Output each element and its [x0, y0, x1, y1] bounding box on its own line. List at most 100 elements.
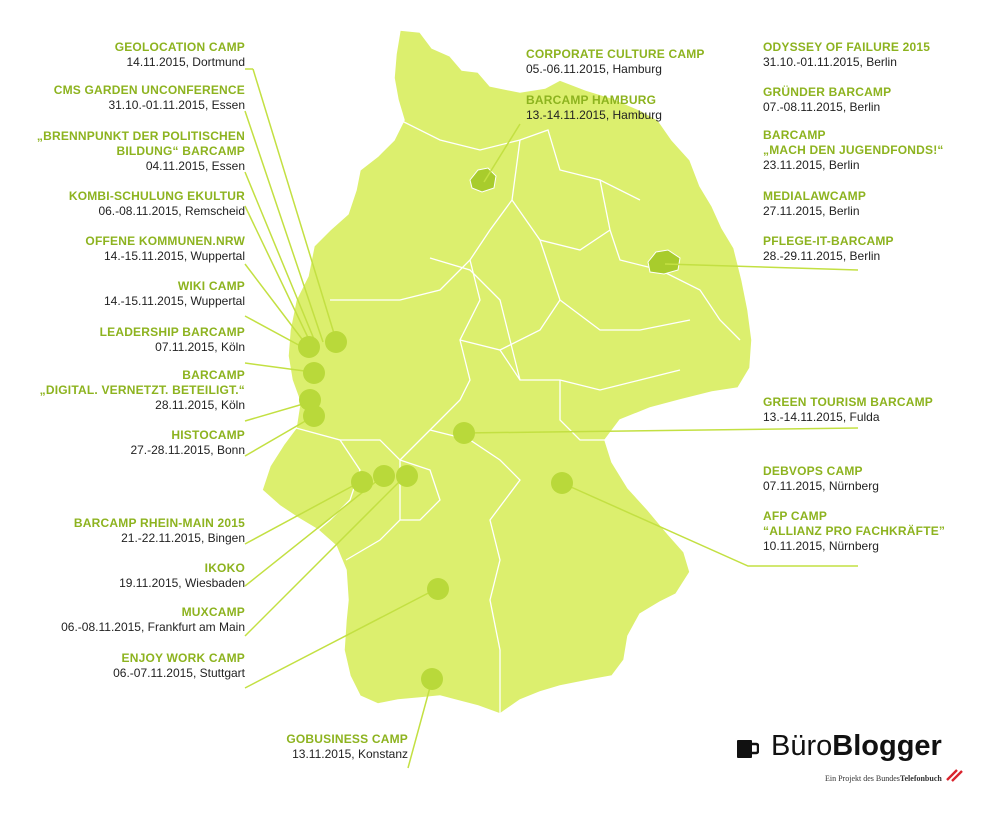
event-rheinmain: BARCAMP RHEIN-MAIN 2015 21.-22.11.2015, …: [74, 516, 245, 546]
event-brennpunkt: „BRENNPUNKT DER POLITISCHEN BILDUNG“ BAR…: [37, 129, 245, 174]
event-cms: CMS GARDEN UNCONFERENCE 31.10.-01.11.201…: [54, 83, 245, 113]
leader-afp: [561, 482, 858, 567]
event-title: „BRENNPUNKT DER POLITISCHEN: [36, 129, 245, 143]
dot-bonn: [303, 405, 325, 427]
event-date: 31.10.-01.11.2015, Essen: [108, 98, 245, 112]
event-jugend: BARCAMP „MACH DEN JUGENDFONDS!“ 23.11.20…: [763, 128, 944, 173]
event-title: BARCAMP: [182, 368, 245, 382]
event-title-line2: BILDUNG“ BARCAMP: [116, 144, 245, 158]
leader-rheinmain: [244, 481, 361, 545]
dot-remscheid: [303, 362, 325, 384]
event-title: ODYSSEY OF FAILURE 2015: [763, 40, 931, 54]
event-leadership: LEADERSHIP BARCAMP 07.11.2015, Köln: [100, 325, 245, 355]
event-title: HISTOCAMP: [171, 428, 245, 442]
logo-tagline: Ein Projekt des BundesTelefonbuch: [825, 774, 942, 783]
event-date: 28.-29.11.2015, Berlin: [763, 249, 881, 263]
event-kombi: KOMBI-SCHULUNG EKULTUR 06.-08.11.2015, R…: [69, 189, 245, 219]
event-title: ENJOY WORK CAMP: [121, 651, 245, 665]
event-enjoy: ENJOY WORK CAMP 06.-07.11.2015, Stuttgar…: [113, 651, 245, 681]
tagline-prefix: Ein Projekt des: [825, 774, 876, 783]
dot-fulda: [453, 422, 475, 444]
leader-lines: [244, 68, 859, 769]
event-title: WIKI CAMP: [177, 279, 245, 293]
leader-geolocation: [252, 68, 337, 341]
event-date: 06.-08.11.2015, Frankfurt am Main: [61, 620, 245, 634]
event-title: MEDIALAWCAMP: [763, 189, 867, 203]
event-date: 28.11.2015, Köln: [155, 398, 245, 412]
telefonbuch-stripes-icon: [946, 769, 963, 782]
event-title: GREEN TOURISM BARCAMP: [763, 395, 933, 409]
logo-word-buero: Büro: [771, 730, 833, 762]
event-date: 10.11.2015, Nürnberg: [763, 539, 879, 553]
leader-offene: [244, 263, 309, 348]
event-date: 14.11.2015, Dortmund: [126, 55, 245, 69]
leader-green: [463, 427, 859, 434]
buero-blogger-logo: BüroBlogger Ein Projekt des BundesTelefo…: [735, 730, 965, 790]
event-date: 07.11.2015, Köln: [155, 340, 245, 354]
event-title: GEOLOCATION CAMP: [114, 40, 245, 54]
event-date: 13.-14.11.2015, Fulda: [763, 410, 880, 424]
leader-leadership: [244, 362, 313, 373]
event-date: 21.-22.11.2015, Bingen: [121, 531, 245, 545]
event-title: IKOKO: [204, 561, 245, 575]
event-date: 27.-28.11.2015, Bonn: [130, 443, 245, 457]
dot-frankfurt: [396, 465, 418, 487]
dot-wiesbaden: [373, 465, 395, 487]
dot-wuppertal: [298, 336, 320, 358]
dot-stuttgart: [427, 578, 449, 600]
event-date: 06.-07.11.2015, Stuttgart: [113, 666, 245, 680]
event-date: 31.10.-01.11.2015, Berlin: [763, 55, 897, 69]
event-wiki: WIKI CAMP 14.-15.11.2015, Wuppertal: [104, 279, 245, 309]
event-title: CORPORATE CULTURE CAMP: [526, 47, 705, 61]
dot-dortmund-essen: [325, 331, 347, 353]
event-title: AFP CAMP: [763, 509, 828, 523]
event-medialaw: MEDIALAWCAMP 27.11.2015, Berlin: [763, 189, 866, 219]
event-title: MUXCAMP: [181, 605, 245, 619]
event-offene: OFFENE KOMMUNEN.NRW 14.-15.11.2015, Wupp…: [85, 234, 245, 264]
leader-ikoko: [244, 475, 384, 587]
event-title: CMS GARDEN UNCONFERENCE: [53, 83, 245, 97]
leader-kombi: [244, 205, 313, 347]
event-odyssey: ODYSSEY OF FAILURE 2015 31.10.-01.11.201…: [763, 40, 930, 70]
event-title-line2: „DIGITAL. VERNETZT. BETEILIGT.“: [39, 383, 245, 397]
event-title: PFLEGE-IT-BARCAMP: [763, 234, 894, 248]
event-date: 06.-08.11.2015, Remscheid: [98, 204, 245, 218]
event-geolocation: GEOLOCATION CAMP 14.11.2015, Dortmund: [115, 40, 245, 70]
coffee-cup-icon: [737, 740, 759, 758]
event-digital: BARCAMP „DIGITAL. VERNETZT. BETEILIGT.“ …: [40, 368, 245, 413]
event-gobusiness: GOBUSINESS CAMP 13.11.2015, Konstanz: [286, 732, 408, 762]
event-title: DEBVOPS CAMP: [763, 464, 863, 478]
event-corporate: CORPORATE CULTURE CAMP 05.-06.11.2015, H…: [526, 47, 705, 77]
leader-mux: [244, 475, 406, 637]
event-date: 07.11.2015, Nürnberg: [763, 479, 879, 493]
event-title: BARCAMP HAMBURG: [526, 93, 657, 107]
leader-enjoy: [244, 587, 439, 689]
leader-pflege: [664, 263, 859, 271]
event-histo: HISTOCAMP 27.-28.11.2015, Bonn: [130, 428, 245, 458]
tagline-bundes: Bundes: [875, 774, 900, 783]
leader-digital: [244, 401, 311, 422]
leader-histo: [244, 415, 315, 457]
tagline-brand: Telefonbuch: [899, 774, 942, 783]
event-title-line2: “ALLIANZ PRO FACHKRÄFTE”: [763, 524, 946, 538]
event-title: BARCAMP: [763, 128, 826, 142]
event-pflege: PFLEGE-IT-BARCAMP 28.-29.11.2015, Berlin: [763, 234, 894, 264]
event-title: KOMBI-SCHULUNG EKULTUR: [68, 189, 245, 203]
logo-wordmark: BüroBlogger: [771, 730, 942, 763]
event-date: 23.11.2015, Berlin: [763, 158, 860, 172]
event-title: LEADERSHIP BARCAMP: [99, 325, 245, 339]
logo-word-blogger: Blogger: [832, 730, 942, 762]
event-afp: AFP CAMP “ALLIANZ PRO FACHKRÄFTE” 10.11.…: [763, 509, 945, 554]
event-dots: [298, 331, 573, 690]
event-bchamburg: BARCAMP HAMBURG 13.-14.11.2015, Hamburg: [526, 93, 662, 123]
dot-bingen: [351, 471, 373, 493]
event-ikoko: IKOKO 19.11.2015, Wiesbaden: [119, 561, 245, 591]
event-date: 04.11.2015, Essen: [145, 159, 245, 173]
event-date: 13.11.2015, Konstanz: [292, 747, 408, 761]
leader-gobusiness: [407, 679, 433, 769]
event-green: GREEN TOURISM BARCAMP 13.-14.11.2015, Fu…: [763, 395, 933, 425]
event-title: GOBUSINESS CAMP: [286, 732, 408, 746]
event-mux: MUXCAMP 06.-08.11.2015, Frankfurt am Mai…: [61, 605, 245, 635]
event-title: GRÜNDER BARCAMP: [763, 85, 892, 99]
